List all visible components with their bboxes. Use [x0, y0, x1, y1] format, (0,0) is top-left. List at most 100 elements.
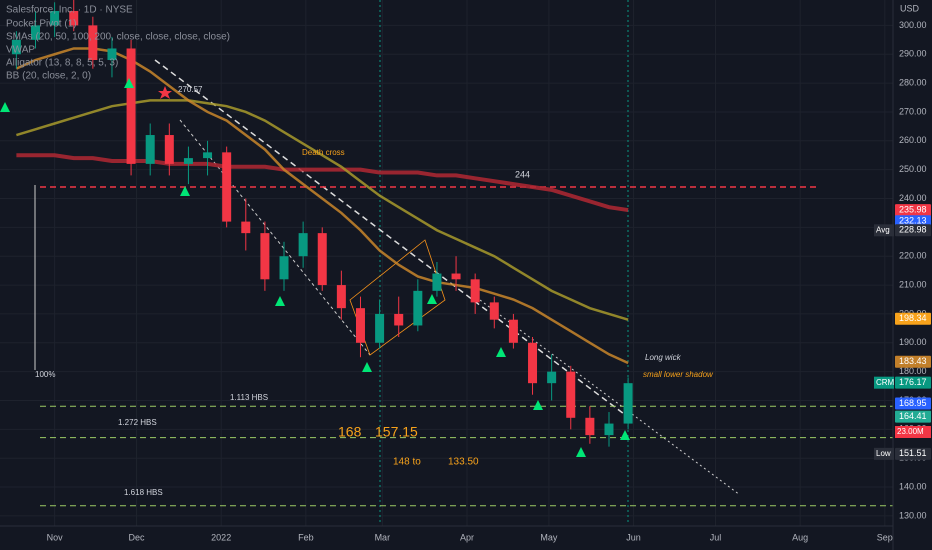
triangle: [496, 347, 506, 357]
candle-body: [298, 233, 308, 257]
y-tick-label: 180.00: [899, 366, 927, 376]
candle-body: [50, 10, 60, 26]
candle-body: [413, 290, 423, 326]
annotation: 1.113 HBS: [230, 393, 268, 402]
legend: Pocket Pivot (1): [6, 19, 77, 30]
price-badge: [895, 410, 931, 423]
y-tick-label: 280.00: [899, 77, 927, 87]
x-tick-label: Jun: [626, 532, 641, 542]
triangle: [0, 102, 10, 112]
triangle: [620, 430, 630, 440]
annotation: Long wick: [645, 353, 682, 362]
candle-body: [164, 135, 174, 164]
x-tick-label: 2022: [211, 532, 231, 542]
triangle: [362, 362, 372, 372]
currency: USD: [900, 3, 920, 13]
candle-body: [88, 25, 98, 61]
price-badge-label: 228.98: [899, 225, 927, 235]
candle-body: [107, 48, 117, 61]
price-badge: [895, 224, 931, 237]
candle-body: [260, 233, 270, 280]
x-tick-label: Nov: [47, 532, 64, 542]
y-tick-label: 140.00: [899, 481, 927, 491]
price-tag-label: Low: [876, 449, 891, 458]
triangle: [427, 294, 437, 304]
price-badge: [895, 204, 931, 217]
candle-body: [623, 383, 633, 424]
candle-body: [222, 152, 232, 222]
candle-body: [126, 48, 136, 164]
trend-line: [479, 299, 741, 496]
y-tick-label: 290.00: [899, 49, 927, 59]
annotation: Death cross: [302, 148, 345, 157]
annotation: small lower shadow: [643, 370, 714, 379]
candle-body: [241, 221, 251, 234]
annotation: 270.57: [178, 85, 203, 94]
candle-body: [547, 371, 557, 384]
triangle: [180, 186, 190, 196]
y-tick-label: 240.00: [899, 193, 927, 203]
labels: Salesforce, Inc. · 1D · NYSE Pocket Pivo…: [6, 3, 920, 497]
price-badge: [895, 312, 931, 325]
candle-body: [528, 342, 538, 384]
y-tick-label: 210.00: [899, 279, 927, 289]
triangle: [576, 447, 586, 457]
x-tick-label: Aug: [792, 532, 808, 542]
plot: [11, 0, 893, 507]
price-badge-label: 232.13: [899, 216, 927, 226]
x-tick-label: Mar: [375, 532, 391, 542]
x-tick-label: Feb: [298, 532, 314, 542]
volume-badge-label: 23.00M: [897, 427, 924, 436]
candle-body: [470, 279, 480, 303]
price-tag-label: CRM: [876, 378, 895, 387]
annotation: 168: [338, 424, 362, 440]
legend: VWAP: [6, 45, 35, 56]
sma-line: [15, 47, 629, 365]
candle-body: [279, 256, 289, 280]
price-badge: [895, 447, 931, 460]
candle-body: [585, 417, 595, 436]
x-tick-label: Dec: [129, 532, 146, 542]
legend: SMAs (20, 50, 100, 200, close, close, cl…: [6, 32, 230, 43]
legend: BB (20, close, 2, 0): [6, 71, 91, 82]
annotation: 100%: [35, 370, 55, 379]
price-badge-label: 168.95: [899, 398, 927, 408]
y-tick-label: 130.00: [899, 510, 927, 520]
candle-body: [489, 302, 499, 320]
price-badge: [895, 376, 931, 389]
candle-body: [203, 152, 213, 159]
price-badge-label: 176.17: [899, 377, 927, 387]
triangle: [124, 78, 134, 88]
triangle: [275, 296, 285, 306]
price-tag: [874, 447, 894, 460]
price-tag: [874, 376, 894, 389]
price-badge: [895, 397, 931, 410]
candle-body: [183, 158, 193, 164]
y-tick-label: 270.00: [899, 106, 927, 116]
star: [158, 86, 172, 99]
y-tick-label: 190.00: [899, 337, 927, 347]
grid: [0, 0, 893, 526]
y-tick-label: 220.00: [899, 251, 927, 261]
legend: Salesforce, Inc. · 1D · NYSE: [6, 5, 133, 16]
candle-body: [145, 135, 155, 164]
sma-line: [16, 153, 629, 213]
markers: [0, 78, 630, 457]
price-tag-label: Avg: [876, 225, 890, 234]
candle-body: [604, 423, 614, 436]
x-tick-label: Sep: [877, 532, 893, 542]
price-badge-label: 151.51: [899, 448, 927, 458]
x-tick-label: May: [540, 532, 558, 542]
sma-line: [16, 99, 629, 321]
candle-body: [317, 233, 327, 286]
annotation: 133.50: [448, 457, 479, 468]
legend: Alligator (13, 8, 8, 5, 5, 3): [6, 58, 118, 69]
candle-body: [11, 39, 21, 55]
candle-body: [451, 273, 461, 280]
y-tick-label: 250.00: [899, 164, 927, 174]
candle-body: [69, 10, 79, 26]
annotation: 157.15: [375, 424, 418, 440]
candle-body: [336, 285, 346, 309]
